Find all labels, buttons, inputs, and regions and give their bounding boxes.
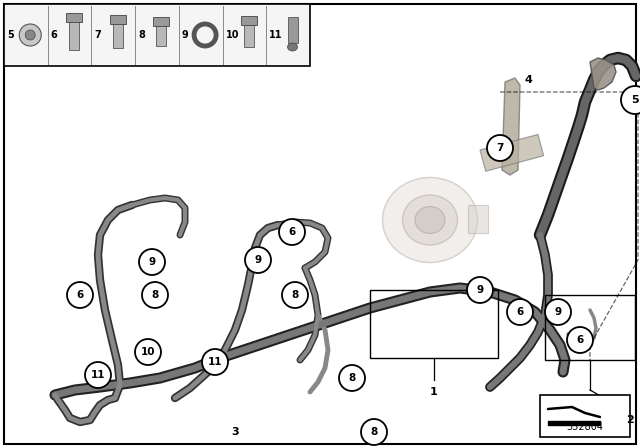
Text: 9: 9: [476, 285, 484, 295]
Bar: [4, 4, 310, 66]
Text: 11: 11: [208, 357, 222, 367]
Text: 9: 9: [148, 257, 156, 267]
Bar: [154, 17, 170, 26]
Text: 352804: 352804: [566, 422, 604, 432]
Text: 8: 8: [371, 427, 378, 437]
Bar: [156, 24, 166, 46]
Text: 6: 6: [577, 335, 584, 345]
Circle shape: [361, 419, 387, 445]
Circle shape: [621, 86, 640, 114]
Text: 8: 8: [291, 290, 299, 300]
Bar: [66, 13, 82, 22]
Bar: [540, 395, 630, 437]
Text: 9: 9: [554, 307, 561, 317]
Circle shape: [202, 349, 228, 375]
Bar: [241, 16, 257, 25]
Text: 7: 7: [496, 143, 504, 153]
Polygon shape: [502, 78, 520, 175]
Bar: [468, 205, 488, 233]
Bar: [287, 17, 298, 43]
Text: 8: 8: [348, 373, 356, 383]
Text: 6: 6: [516, 307, 524, 317]
Circle shape: [545, 299, 571, 325]
Bar: [370, 290, 498, 358]
Text: 6: 6: [289, 227, 296, 237]
Bar: [545, 295, 635, 360]
Circle shape: [339, 365, 365, 391]
Circle shape: [67, 282, 93, 308]
Circle shape: [142, 282, 168, 308]
Ellipse shape: [383, 177, 477, 263]
Text: 2: 2: [626, 415, 634, 425]
Text: 8: 8: [138, 30, 145, 40]
Text: 3: 3: [231, 427, 239, 437]
Ellipse shape: [19, 24, 41, 46]
Text: 9: 9: [182, 30, 189, 40]
Bar: [113, 22, 123, 48]
Circle shape: [245, 247, 271, 273]
Text: 7: 7: [95, 30, 101, 40]
Text: 6: 6: [76, 290, 84, 300]
Circle shape: [282, 282, 308, 308]
Text: 5: 5: [7, 30, 13, 40]
Circle shape: [135, 339, 161, 365]
Ellipse shape: [25, 30, 35, 40]
Polygon shape: [590, 58, 616, 90]
Bar: [244, 23, 254, 47]
Text: 5: 5: [631, 95, 639, 105]
Text: 10: 10: [141, 347, 156, 357]
Text: 4: 4: [524, 75, 532, 85]
Circle shape: [507, 299, 533, 325]
Text: 10: 10: [225, 30, 239, 40]
Text: 9: 9: [255, 255, 262, 265]
Bar: [69, 20, 79, 50]
Text: 11: 11: [91, 370, 105, 380]
Ellipse shape: [415, 207, 445, 233]
Bar: [480, 134, 543, 171]
Bar: [109, 15, 125, 24]
Circle shape: [139, 249, 165, 275]
Text: 6: 6: [51, 30, 58, 40]
Circle shape: [85, 362, 111, 388]
Text: 1: 1: [430, 387, 438, 397]
Circle shape: [279, 219, 305, 245]
Circle shape: [467, 277, 493, 303]
Circle shape: [487, 135, 513, 161]
Ellipse shape: [403, 195, 458, 245]
Text: 8: 8: [152, 290, 159, 300]
Circle shape: [567, 327, 593, 353]
Text: 11: 11: [269, 30, 283, 40]
Ellipse shape: [287, 43, 298, 51]
